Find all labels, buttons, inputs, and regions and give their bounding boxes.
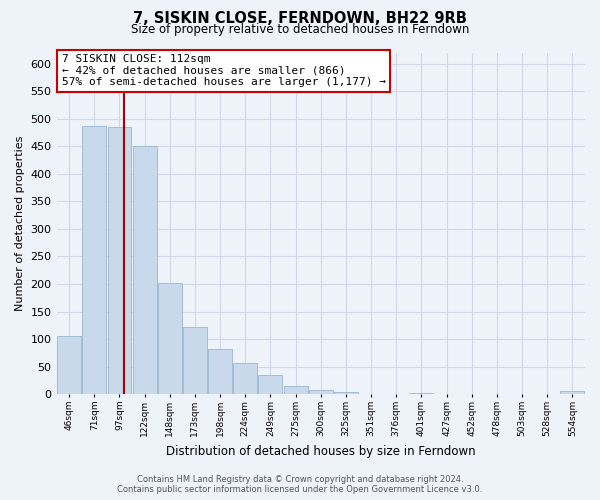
Bar [259, 376, 283, 394]
Bar [133, 146, 157, 394]
Bar [158, 283, 182, 394]
Y-axis label: Number of detached properties: Number of detached properties [15, 136, 25, 311]
Bar [560, 392, 584, 394]
Bar [334, 392, 358, 394]
X-axis label: Distribution of detached houses by size in Ferndown: Distribution of detached houses by size … [166, 444, 476, 458]
Bar [82, 126, 106, 394]
Bar [233, 363, 257, 394]
Bar [284, 386, 308, 394]
Bar [208, 349, 232, 394]
Text: 7 SISKIN CLOSE: 112sqm
← 42% of detached houses are smaller (866)
57% of semi-de: 7 SISKIN CLOSE: 112sqm ← 42% of detached… [62, 54, 386, 88]
Bar [409, 392, 433, 394]
Text: 7, SISKIN CLOSE, FERNDOWN, BH22 9RB: 7, SISKIN CLOSE, FERNDOWN, BH22 9RB [133, 11, 467, 26]
Bar [107, 128, 131, 394]
Text: Contains HM Land Registry data © Crown copyright and database right 2024.
Contai: Contains HM Land Registry data © Crown c… [118, 474, 482, 494]
Bar [183, 327, 207, 394]
Bar [309, 390, 333, 394]
Bar [57, 336, 81, 394]
Text: Size of property relative to detached houses in Ferndown: Size of property relative to detached ho… [131, 22, 469, 36]
